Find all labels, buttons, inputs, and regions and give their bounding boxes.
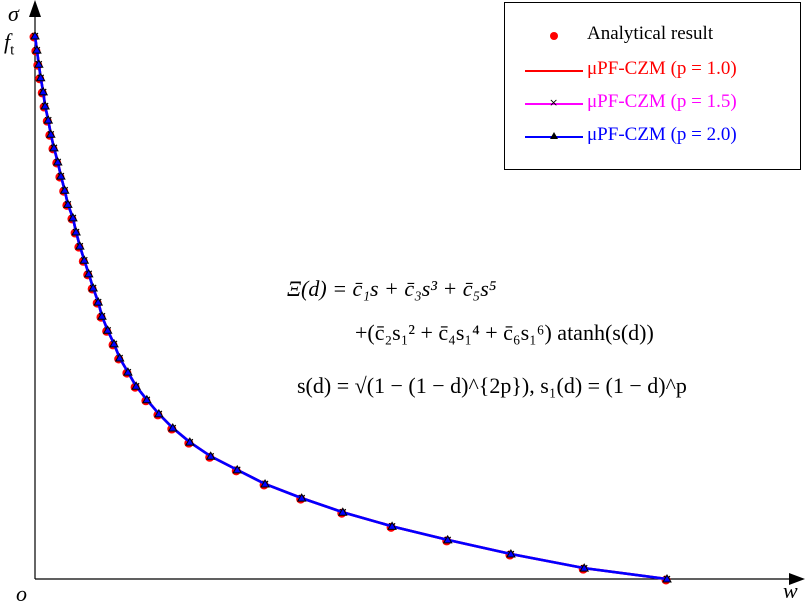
- legend-item-p2: μPF-CZM (p = 2.0): [505, 124, 800, 150]
- triangle-marker: [75, 241, 85, 250]
- triangle-marker: [167, 423, 178, 432]
- x-axis-label: w: [783, 578, 798, 603]
- legend-label: Analytical result: [587, 23, 714, 44]
- legend-label: μPF-CZM (p = 1.5): [587, 91, 737, 112]
- magenta-line-x-icon: [525, 103, 583, 105]
- y-tick-label-ft: f_tft: [4, 29, 15, 59]
- triangle-marker: [38, 86, 49, 96]
- triangle-marker: [33, 59, 44, 68]
- triangle-marker: [442, 534, 453, 544]
- triangle-marker: [184, 437, 195, 446]
- red-line-icon: [525, 70, 583, 72]
- triangle-marker: [142, 394, 152, 404]
- legend-item-p1: μPF-CZM (p = 1.0): [505, 58, 800, 84]
- triangle-marker: [52, 156, 63, 166]
- triangle-marker: [579, 563, 590, 572]
- triangle-marker: [337, 507, 348, 516]
- triangle-marker: [56, 171, 66, 180]
- triangle-marker: [260, 478, 270, 488]
- triangle-marker: [30, 30, 40, 40]
- triangle-marker: [109, 338, 119, 348]
- triangle-marker: [93, 297, 104, 306]
- triangle-marker: [131, 381, 141, 390]
- y-axis-arrow-icon: [29, 0, 41, 17]
- triangle-marker: [79, 255, 90, 264]
- origin-label: o: [16, 581, 27, 606]
- triangle-marker: [40, 101, 50, 110]
- triangle-marker: [102, 325, 113, 334]
- y-axis-label: σ: [8, 1, 19, 26]
- triangle-marker: [387, 521, 397, 530]
- triangle-marker: [32, 45, 42, 54]
- triangle-marker: [83, 268, 94, 278]
- triangle-marker: [45, 129, 56, 138]
- triangle-marker: [506, 549, 516, 558]
- triangle-marker: [205, 451, 216, 460]
- x-axis-arrow-icon: [789, 573, 805, 585]
- legend: Analytical result μPF-CZM (p = 1.0) × μP…: [504, 2, 801, 170]
- legend-item-analytical: Analytical result: [505, 23, 800, 49]
- x-marker-icon: ×: [549, 96, 559, 109]
- formula-line-3: s(d) = √(1 − (1 − d)^{2p}), s₁(d) = (1 −…: [297, 373, 687, 398]
- triangle-marker: [114, 352, 125, 362]
- triangle-marker: [88, 282, 99, 292]
- red-dot-icon: [550, 32, 558, 40]
- triangle-marker: [59, 185, 70, 194]
- legend-label: μPF-CZM (p = 1.0): [587, 58, 737, 79]
- triangle-marker: [662, 573, 672, 583]
- series-line-3: [33, 35, 668, 581]
- legend-item-p15: × μPF-CZM (p = 1.5): [505, 91, 800, 117]
- triangle-marker: [43, 115, 54, 124]
- triangle-marker: [35, 72, 46, 82]
- triangle-marker: [296, 493, 307, 502]
- triangle-marker: [97, 311, 107, 320]
- triangle-marker-icon: [550, 132, 558, 139]
- triangle-marker: [63, 199, 73, 208]
- triangle-marker: [71, 227, 81, 236]
- legend-label: μPF-CZM (p = 2.0): [587, 124, 737, 145]
- formula-line-2: +(c̄₂s₁² + c̄₄s₁⁴ + c̄₆s₁⁶) atanh(s(d)): [355, 320, 654, 345]
- triangle-marker: [49, 142, 59, 152]
- formula-line-1: Ξ(d) = c̄₁s + c̄₃s³ + c̄₅s⁵: [287, 276, 497, 301]
- triangle-marker: [232, 464, 243, 474]
- triangle-marker: [154, 408, 164, 418]
- triangle-marker: [123, 367, 133, 376]
- triangle-marker: [68, 212, 78, 222]
